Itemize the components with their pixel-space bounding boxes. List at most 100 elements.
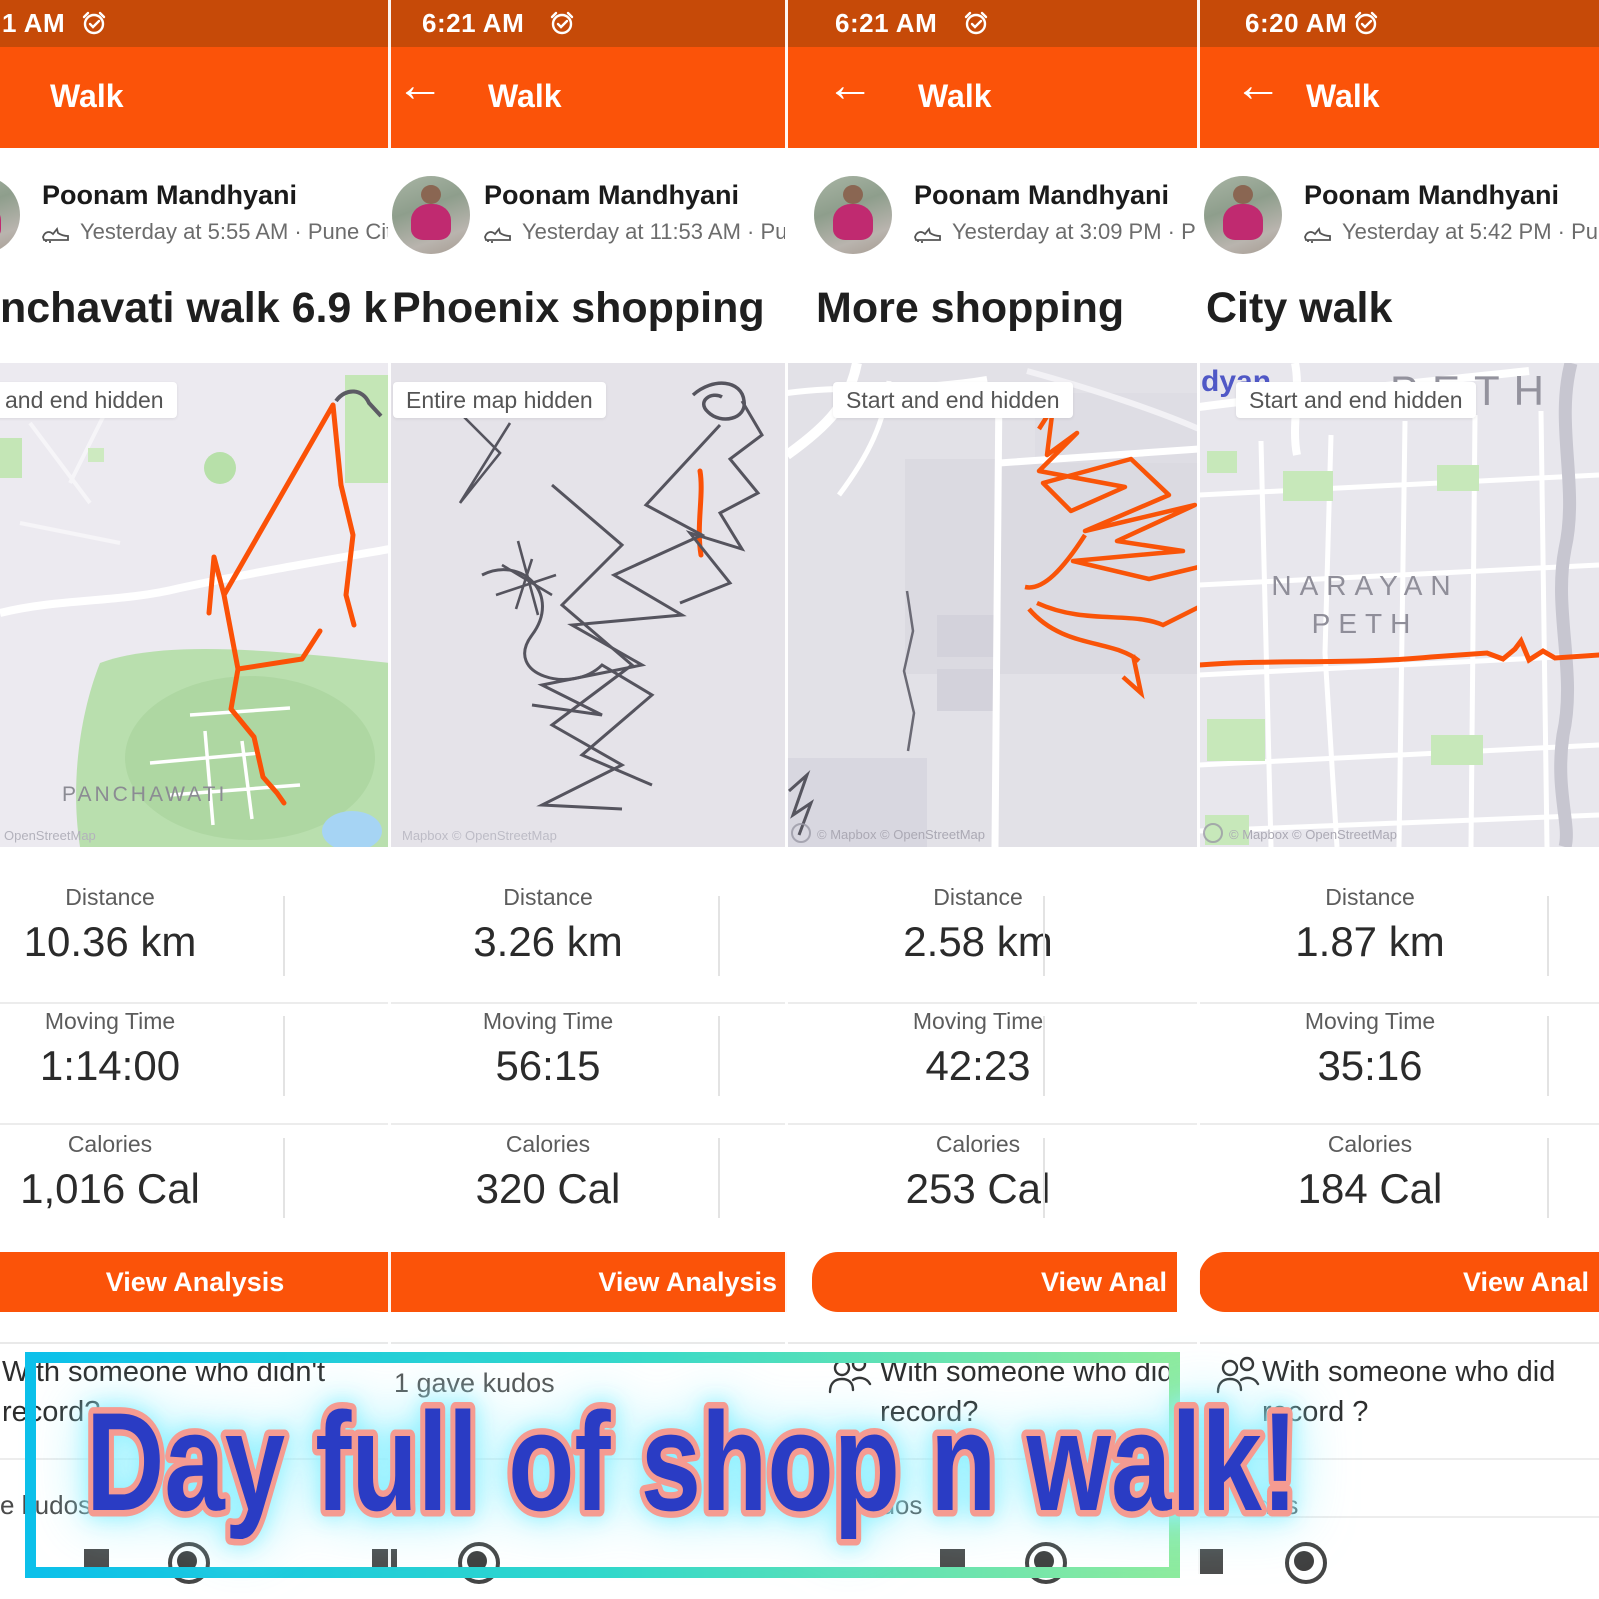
panel-seam: [785, 0, 788, 1599]
activity-meta: Yesterday at 3:09 PM · Pu: [952, 219, 1197, 244]
stat-calories: Calories 1,016 Cal: [20, 1131, 200, 1212]
divider: [283, 1138, 285, 1218]
page-title: Walk: [50, 78, 124, 114]
overlay-caption-layer: Day full of shop n walk!: [80, 1377, 1305, 1547]
activity-title: nchavati walk 6.9 kms: [0, 284, 388, 332]
user-name[interactable]: Poonam Mandhyani: [42, 180, 298, 210]
route-map[interactable]: Mapbox © OpenStreetMap: [390, 363, 787, 847]
app-bar: [0, 47, 390, 148]
view-analysis-button[interactable]: View Analysis: [390, 1252, 787, 1312]
divider: [718, 1016, 720, 1096]
recents-button[interactable]: [1198, 1549, 1223, 1574]
status-bar: [1199, 0, 1599, 47]
avatar[interactable]: [1204, 176, 1282, 254]
stat-distance: Distance 1.87 km: [1295, 884, 1445, 965]
divider: [1043, 896, 1045, 976]
back-arrow-icon[interactable]: ←: [396, 59, 444, 112]
divider: [1043, 1138, 1045, 1218]
route-map[interactable]: © Mapbox © OpenStreetMap: [787, 363, 1199, 847]
activity-meta: Yesterday at 5:42 PM · Pu: [1342, 219, 1598, 244]
page-title: Walk: [1306, 78, 1380, 114]
home-button[interactable]: [1285, 1542, 1327, 1584]
overlay-caption: Day full of shop n walk!: [86, 1383, 1298, 1540]
stat-distance: Distance 10.36 km: [23, 884, 197, 965]
user-name[interactable]: Poonam Mandhyani: [914, 180, 1170, 210]
app-bar: [787, 47, 1199, 148]
status-bar: [0, 0, 390, 47]
stat-moving-time: Moving Time 1:14:00: [39, 1008, 181, 1089]
view-analysis-button[interactable]: View Anal: [812, 1252, 1177, 1312]
shoe-icon: [484, 227, 511, 243]
stat-moving-time: Moving Time 56:15: [482, 1008, 614, 1089]
divider: [1547, 896, 1549, 976]
divider: [0, 1002, 1599, 1004]
map-privacy-pill: Start and end hidden: [833, 382, 1073, 418]
avatar[interactable]: [392, 176, 470, 254]
map-privacy-pill: Entire map hidden: [393, 382, 606, 418]
user-name[interactable]: Poonam Mandhyani: [1304, 180, 1560, 210]
status-time: 6:21 AM: [835, 8, 938, 38]
alarm-clock-icon: [1354, 11, 1378, 35]
divider: [718, 896, 720, 976]
stat-calories: Calories 320 Cal: [475, 1131, 621, 1212]
status-bar: [390, 0, 787, 47]
status-time: 6:21 AM: [422, 8, 525, 38]
page-title: Walk: [488, 78, 562, 114]
activity-meta: Yesterday at 11:53 AM · Pune C: [522, 219, 785, 244]
activity-title: City walk: [1206, 284, 1393, 332]
activity-title: Phoenix shopping: [392, 284, 765, 332]
app-bar: [390, 47, 787, 148]
avatar[interactable]: [814, 176, 892, 254]
map-privacy-pill: Start and end hidden: [1236, 382, 1476, 418]
view-analysis-button[interactable]: View Anal: [1199, 1252, 1599, 1312]
shoe-icon: [914, 227, 941, 243]
route-polyline: [1199, 636, 1599, 668]
stat-moving-time: Moving Time 42:23: [912, 1008, 1044, 1089]
divider: [283, 896, 285, 976]
divider: [0, 1123, 1599, 1125]
stat-distance: Distance 2.58 km: [903, 884, 1053, 965]
map-attribution: Mapbox © OpenStreetMap: [402, 828, 557, 843]
shoe-icon: [1304, 227, 1331, 243]
map-place-label: PETH: [1312, 608, 1419, 639]
divider: [1547, 1016, 1549, 1096]
route-polyline: [1036, 404, 1199, 582]
view-analysis-button[interactable]: View Analysis: [0, 1252, 390, 1312]
panel-seam: [388, 0, 391, 1599]
map-attribution: OpenStreetMap: [4, 828, 96, 843]
divider: [1199, 1516, 1599, 1518]
avatar[interactable]: [0, 176, 20, 254]
divider: [718, 1138, 720, 1218]
mapbox-logo-icon: [1203, 823, 1223, 843]
social-prompt[interactable]: With someone who did record ?: [1262, 1356, 1556, 1428]
divider: [1547, 1138, 1549, 1218]
status-time: 6:20 AM: [1245, 8, 1348, 38]
group-people-icon: [1216, 1356, 1260, 1394]
stat-moving-time: Moving Time 35:16: [1304, 1008, 1436, 1089]
map-privacy-pill: and end hidden: [0, 382, 177, 418]
activity-title: More shopping: [816, 284, 1125, 332]
overlay-frame: [25, 1352, 1180, 1578]
divider: [1043, 1016, 1045, 1096]
divider: [0, 1342, 1599, 1344]
route-map[interactable]: PETH NARAYAN PETH dyan © Mapbox © OpenSt…: [1199, 363, 1599, 847]
app-bar: [1199, 47, 1599, 148]
stat-calories: Calories 184 Cal: [1297, 1131, 1443, 1212]
status-bar: [787, 0, 1199, 47]
user-name[interactable]: Poonam Mandhyani: [484, 180, 740, 210]
back-arrow-icon[interactable]: ←: [826, 59, 874, 112]
stat-distance: Distance 3.26 km: [473, 884, 623, 965]
status-time: 1 AM: [2, 8, 66, 38]
panel-seam: [1197, 0, 1200, 1599]
kudos-fragment: udos: [1242, 1490, 1299, 1520]
alarm-clock-icon: [82, 11, 106, 35]
shoe-icon: [42, 227, 69, 243]
stat-calories: Calories 253 Cal: [905, 1131, 1051, 1212]
divider: [283, 1016, 285, 1096]
mapbox-logo-icon: [791, 823, 811, 843]
route-map[interactable]: PANCHAWATI OpenStreetMap: [0, 363, 390, 847]
alarm-clock-icon: [964, 11, 988, 35]
back-arrow-icon[interactable]: ←: [1234, 59, 1282, 112]
activity-meta: Yesterday at 5:55 AM · Pune City, M: [80, 219, 388, 244]
